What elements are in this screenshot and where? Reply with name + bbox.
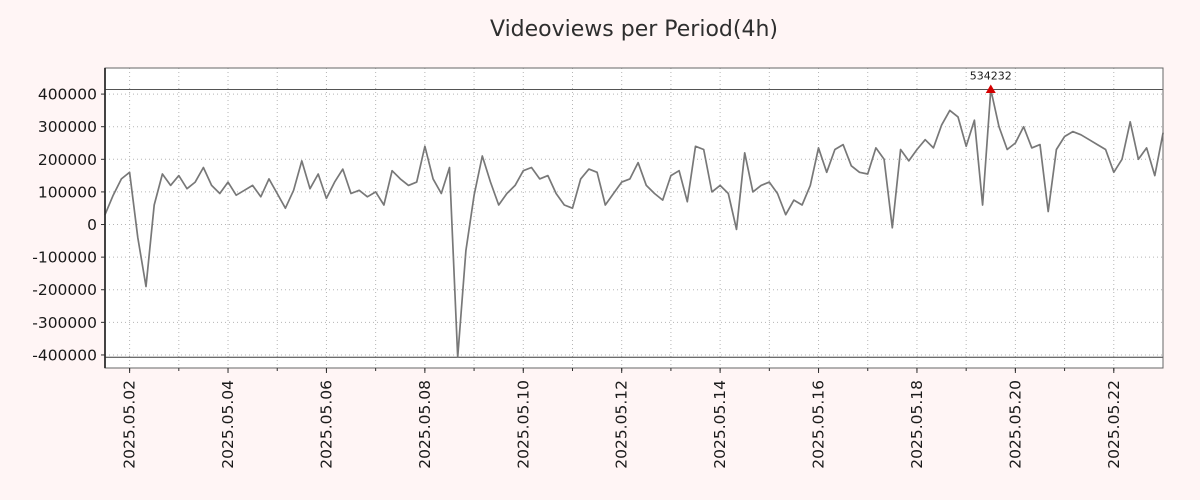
x-tick-label: 2025.05.14 (711, 380, 729, 469)
y-tick-label: 0 (87, 216, 97, 234)
x-tick-label: 2025.05.04 (219, 380, 237, 469)
y-tick-label: 300000 (38, 118, 97, 136)
videoviews-line (104, 88, 1164, 359)
x-tick-label: 2025.05.22 (1105, 380, 1123, 469)
peak-annotation: 534232 (970, 70, 1012, 83)
x-tick-label: 2025.05.02 (121, 380, 139, 469)
x-tick-label: 2025.05.18 (908, 380, 926, 469)
y-tick-label: 100000 (38, 183, 97, 201)
x-tick-label: 2025.05.06 (317, 380, 335, 469)
x-tick-label: 2025.05.16 (810, 380, 828, 469)
x-tick-label: 2025.05.10 (514, 380, 532, 469)
y-tick-label: -100000 (32, 249, 97, 267)
plot-background (105, 68, 1163, 368)
x-tick-label: 2025.05.20 (1006, 380, 1024, 469)
plot-area: -400000 -300000 -200000 -100000 0 100000 20000… (32, 67, 1164, 469)
y-tick-label: 400000 (38, 86, 97, 104)
y-tick-label: -300000 (32, 314, 97, 332)
y-tick-label: 200000 (38, 151, 97, 169)
y-tick-label: -400000 (32, 346, 97, 364)
x-tick-label: 2025.05.08 (416, 380, 434, 469)
chart-title: Videoviews per Period(4h) (490, 17, 778, 42)
x-tick-label: 2025.05.12 (613, 380, 631, 469)
y-tick-label: -200000 (32, 281, 97, 299)
peak-marker-icon (985, 84, 996, 94)
